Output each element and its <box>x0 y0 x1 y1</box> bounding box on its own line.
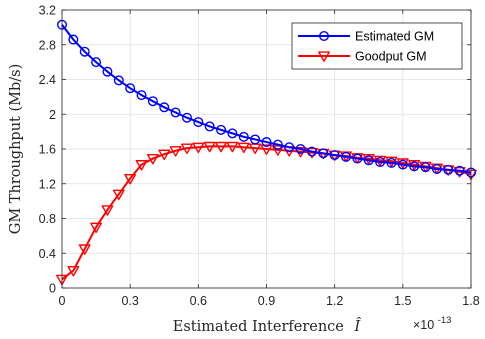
data-point-circle-marker <box>204 121 215 132</box>
legend: Estimated GM Goodput GM <box>291 22 463 70</box>
x-axis-multiplier-base: ×10 <box>413 318 434 332</box>
data-point-circle-marker <box>295 143 306 154</box>
x-tick-label: 0.3 <box>121 294 138 308</box>
x-axis-label-symbol: Î <box>353 317 361 335</box>
data-point-triangle-marker <box>226 141 239 153</box>
data-point-circle-marker <box>431 163 442 174</box>
data-point-circle-marker <box>136 90 147 101</box>
data-point-triangle-marker <box>203 141 216 153</box>
data-point-circle-marker <box>284 142 295 153</box>
data-point-circle-marker <box>443 164 454 175</box>
data-point-circle-marker <box>306 146 317 157</box>
data-point-circle-marker <box>79 46 90 57</box>
y-axis-label: GM Throughput (Mb/s) <box>8 64 24 235</box>
data-point-circle-marker <box>329 150 340 161</box>
y-tick-label: 1.2 <box>39 177 56 191</box>
data-point-triangle-marker <box>135 160 148 171</box>
data-point-triangle-marker <box>271 145 284 156</box>
legend-box <box>291 22 463 70</box>
data-point-circle-marker <box>386 157 397 168</box>
x-tick-label: 0.9 <box>258 294 275 308</box>
data-point-circle-marker <box>454 165 465 176</box>
series-estimated-gm <box>57 19 477 178</box>
data-point-triangle-marker <box>318 51 330 62</box>
data-point-circle-marker <box>238 131 249 142</box>
data-point-triangle-marker <box>112 189 125 201</box>
data-point-triangle-marker <box>67 266 80 277</box>
legend-entry: Goodput GM <box>298 50 427 64</box>
data-point-circle-marker <box>159 102 170 113</box>
data-point-circle-marker <box>375 157 386 168</box>
data-point-triangle-marker <box>124 173 137 185</box>
data-point-circle-marker <box>250 134 261 145</box>
x-axis-label: Estimated Interference Î <box>173 317 362 335</box>
data-point-triangle-marker <box>192 142 205 154</box>
data-point-triangle-marker <box>101 205 114 216</box>
data-point-circle-marker <box>181 112 192 123</box>
x-tick-label: 1.8 <box>462 294 479 308</box>
data-point-triangle-marker <box>158 149 171 161</box>
data-point-circle-marker <box>363 155 374 166</box>
y-tick-label: 0.4 <box>39 247 56 261</box>
y-tick-label: 0.8 <box>39 212 56 226</box>
x-tick-label: 0 <box>59 294 66 308</box>
axis-ticks: 0 0.3 0.6 0.9 1.2 1.5 1.8 0 0.4 0.8 1.2 1.6 2 2.4 2.8 3… <box>39 4 480 309</box>
data-point-triangle-marker <box>215 141 227 153</box>
data-point-circle-marker <box>420 162 431 173</box>
series-line <box>61 24 472 174</box>
y-tick-label: 2.4 <box>39 73 56 87</box>
x-axis-label-text: Estimated Interference <box>173 319 344 335</box>
data-point-circle-marker <box>341 151 352 162</box>
data-point-triangle-marker <box>453 166 466 178</box>
data-point-circle-marker <box>147 96 158 107</box>
data-point-circle-marker <box>319 31 330 42</box>
x-axis-multiplier-exponent: -13 <box>438 315 452 326</box>
data-point-triangle-marker <box>90 222 102 234</box>
series-layer <box>56 19 477 286</box>
data-point-circle-marker <box>318 148 329 159</box>
x-tick-label: 1.5 <box>394 294 411 308</box>
series-line <box>61 145 472 281</box>
data-point-circle-marker <box>102 66 113 77</box>
data-point-circle-marker <box>113 75 124 86</box>
data-point-triangle-marker <box>78 244 91 255</box>
legend-label: Goodput GM <box>355 50 427 64</box>
data-point-triangle-marker <box>146 153 159 165</box>
data-point-triangle-marker <box>306 147 318 159</box>
data-point-circle-marker <box>352 153 363 164</box>
data-point-circle-marker <box>216 124 227 135</box>
legend-label: Estimated GM <box>355 30 434 44</box>
y-tick-label: 3.2 <box>39 4 56 18</box>
data-point-circle-marker <box>397 159 408 170</box>
y-tick-label: 2.8 <box>39 38 56 52</box>
data-point-triangle-marker <box>169 146 182 157</box>
data-point-triangle-marker <box>260 144 273 155</box>
x-tick-label: 1.2 <box>326 294 343 308</box>
data-point-circle-marker <box>68 34 79 45</box>
data-point-triangle-marker <box>181 143 193 155</box>
x-tick-label: 0.6 <box>190 294 207 308</box>
x-axis-multiplier: ×10 -13 <box>413 315 451 332</box>
y-tick-label: 2 <box>49 108 56 122</box>
data-point-circle-marker <box>193 117 204 128</box>
data-point-circle-marker <box>227 128 238 139</box>
data-point-circle-marker <box>91 57 102 68</box>
data-point-circle-marker <box>170 107 181 118</box>
data-point-circle-marker <box>409 161 420 172</box>
y-tick-label: 1.6 <box>39 143 56 157</box>
legend-entry: Estimated GM <box>298 30 434 44</box>
data-point-circle-marker <box>261 137 272 148</box>
data-point-circle-marker <box>125 83 136 94</box>
y-tick-label: 0 <box>49 282 56 296</box>
data-point-triangle-marker <box>237 142 250 154</box>
data-point-circle-marker <box>272 139 283 150</box>
